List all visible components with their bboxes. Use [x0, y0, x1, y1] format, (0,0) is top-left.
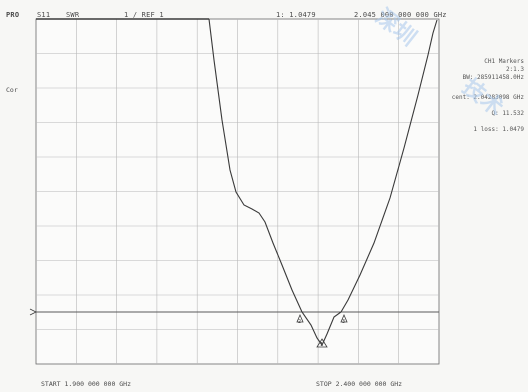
left-label-cor: Cor [6, 86, 18, 94]
marker-panel-center: cent: 2.04283098 GHz [451, 94, 524, 101]
marker-panel-q: Q: 11.532 [491, 110, 524, 117]
start-frequency: START 1.900 000 000 GHz [41, 380, 132, 388]
marker-panel-line1: 2:1.3 [505, 66, 524, 73]
marker-1[interactable]: 1 [316, 338, 328, 348]
marker-3[interactable]: 3 [340, 313, 348, 325]
mode-label: PRO [6, 11, 20, 19]
format-label[interactable]: SWR [66, 11, 80, 19]
stop-frequency: STOP 2.400 000 000 GHz [316, 380, 403, 388]
marker-3-label: 3 [342, 319, 345, 325]
marker-frequency: 2.045 000 000 000 GHz [354, 11, 447, 19]
channel-label[interactable]: S11 [37, 11, 51, 19]
marker-panel-title: CH1 Markers [484, 58, 524, 65]
marker-1-label: 1 [320, 342, 323, 348]
reference-arrow [29, 308, 37, 316]
swr-trace [208, 18, 438, 347]
marker-panel-bw: BW: 285911458.0Hz [462, 74, 524, 81]
graticule [36, 19, 439, 364]
marker-readout: 1: 1.0479 [276, 11, 316, 19]
marker-2[interactable]: 2 [296, 313, 304, 325]
marker-panel-loss: 1 loss: 1.0479 [473, 126, 524, 133]
scale-label[interactable]: 1 / REF 1 [124, 11, 164, 19]
marker-2-label: 2 [298, 319, 301, 325]
